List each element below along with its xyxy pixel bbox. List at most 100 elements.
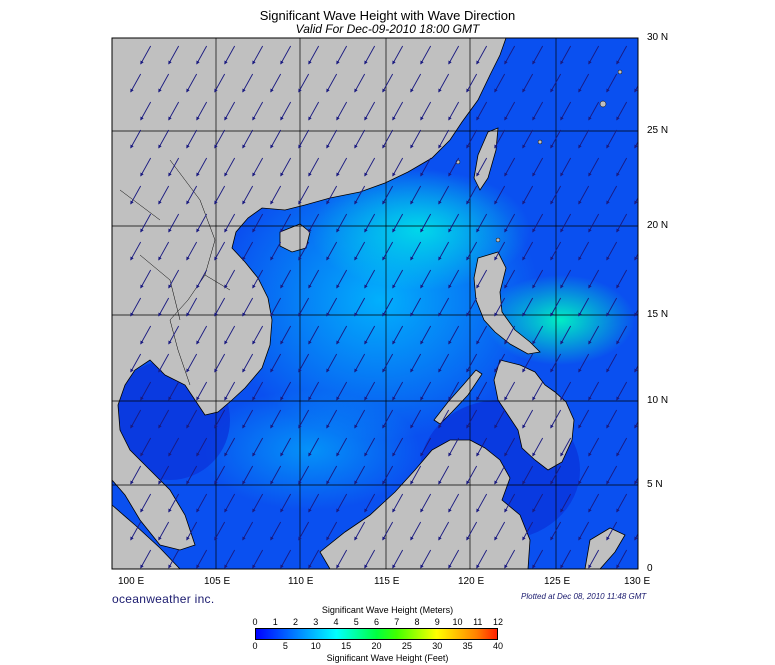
lat-label-10n: 10 N [647,395,669,406]
wave-arrow [476,45,488,65]
wave-arrow [298,409,310,429]
lat-label-0: 0 [647,563,653,574]
wave-arrow [354,297,366,317]
wave-arrow [466,353,478,373]
wave-arrow [438,409,450,429]
wave-arrow [550,521,562,541]
wave-arrow [280,381,292,401]
legend-feet-tick: 0 [252,641,258,651]
wave-arrow [242,129,254,149]
wave-arrow [634,309,638,317]
wave-arrow [242,353,254,373]
legend-meter-tick: 1 [272,617,278,627]
wave-arrow [560,213,572,233]
wave-arrow [168,493,180,513]
wave-arrow [186,465,198,485]
wave-arrow [326,73,338,93]
wave-arrow [578,353,590,373]
wave-arrow [382,241,394,261]
island [617,69,623,75]
wave-arrow [214,353,226,373]
oceanweather-logo: oceanweather inc. [112,592,215,606]
wave-arrow [616,157,628,177]
wave-arrow [494,465,506,485]
wave-arrow [382,353,394,373]
wave-arrow [326,353,338,373]
wave-arrow [252,269,264,289]
wave-arrow [308,493,320,513]
wave-arrow [270,73,282,93]
wave-arrow [140,157,152,177]
wave-arrow [270,129,282,149]
legend-meter-tick: 3 [313,617,319,627]
wave-arrow [448,101,460,121]
legend-colorbar [255,628,498,640]
wave-arrow [504,381,516,401]
wave-arrow [270,241,282,261]
wave-arrow [550,129,562,149]
wave-arrow [410,521,422,541]
wave-arrow [466,521,478,541]
wave-arrow [280,269,292,289]
wave-arrow [140,549,152,569]
lat-label-20n: 20 N [647,220,669,231]
wave-arrow [522,241,534,261]
wave-arrow [186,129,198,149]
wave-arrow [550,241,562,261]
wave-arrow [354,73,366,93]
wave-arrow [196,45,208,65]
land-visayas-mindanao [493,359,575,471]
wave-arrow [224,213,236,233]
wave-arrow [382,465,394,485]
wave-arrow [336,437,348,457]
wave-arrow [588,213,600,233]
wave-arrow [140,269,152,289]
wave-arrow [438,241,450,261]
wave-arrow [522,465,534,485]
wave-arrow [308,213,320,233]
wave-arrow [438,73,450,93]
wave-arrow [270,297,282,317]
legend-feet-tick: 20 [371,641,382,651]
wave-arrow [354,465,366,485]
wave-arrow [364,493,376,513]
wave-arrow [550,73,562,93]
wave-arrow [308,101,320,121]
wave-arrow [550,185,562,205]
wave-arrow [308,437,320,457]
wave-arrow [645,438,655,456]
wave-arrow [550,465,562,485]
legend-meter-tick: 5 [353,617,359,627]
wave-arrow [354,129,366,149]
wave-arrow [420,325,432,345]
wave-arrow [336,325,348,345]
wave-arrow [298,521,310,541]
wave-arrow [242,409,254,429]
wave-arrow [448,325,460,345]
wave-arrow [532,493,544,513]
wave-arrow [140,213,152,233]
wave-arrow [364,549,376,569]
wave-arrow [298,465,310,485]
wave-arrow [270,353,282,373]
wave-arrow [214,241,226,261]
wave-arrow [410,353,422,373]
wave-arrow [634,421,638,429]
wave-arrow [494,241,506,261]
wave-arrow [532,269,544,289]
wave-arrow [280,437,292,457]
wave-arrow [578,73,590,93]
wave-arrow [242,185,254,205]
land-mainland [112,38,507,551]
wave-arrow [252,157,264,177]
wave-arrow [252,213,264,233]
wave-arrow [392,493,404,513]
legend-meter-tick: 0 [252,617,258,627]
wave-arrow [578,297,590,317]
lat-label-5n: 5 N [647,479,663,490]
wave-arrow [392,213,404,233]
wave-arrow [588,157,600,177]
wave-arrow [140,381,152,401]
wave-arrow [476,381,488,401]
wave-arrow [270,465,282,485]
